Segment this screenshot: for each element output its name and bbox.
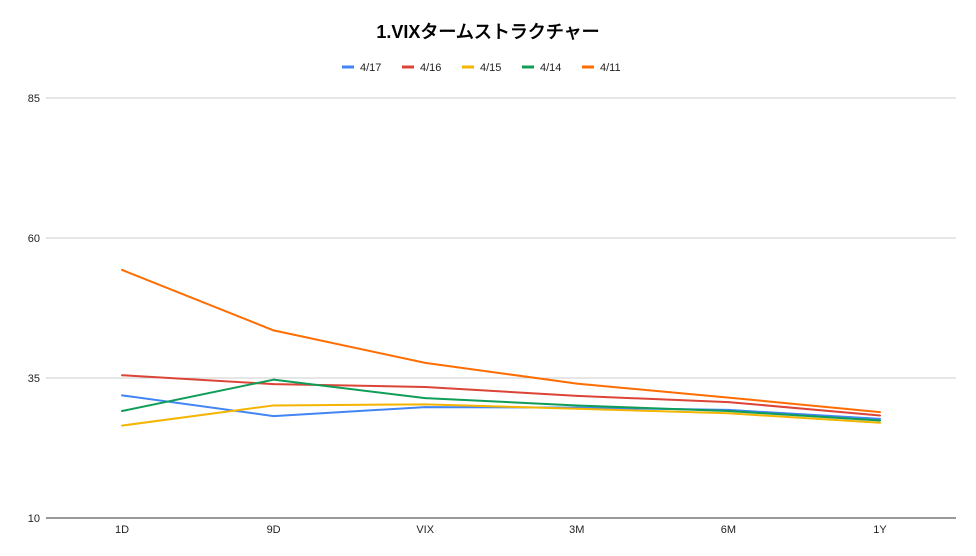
data-point (121, 268, 123, 271)
data-point (424, 361, 427, 364)
data-point (727, 401, 730, 404)
x-tick-label: 1D (115, 524, 129, 536)
y-tick-label: 85 (28, 93, 40, 105)
y-tick-label: 10 (28, 513, 40, 525)
data-point (575, 404, 578, 407)
legend-label: 4/17 (360, 62, 381, 74)
data-point (424, 406, 427, 409)
data-point (272, 404, 275, 407)
data-point (727, 396, 730, 399)
data-point (879, 411, 881, 414)
data-point (121, 424, 123, 427)
chart-title: 1.VIXタームストラクチャー (376, 22, 599, 42)
series-line-2 (121, 403, 881, 427)
data-point (879, 421, 881, 424)
data-point (727, 412, 730, 415)
data-point (879, 419, 881, 422)
data-point (575, 394, 578, 397)
data-point (879, 414, 881, 417)
x-axis-ticks: 1D 9D VIX 3M 6M 1Y (115, 524, 887, 536)
x-tick-label: 3M (569, 524, 584, 536)
legend: 4/17 4/16 4/15 4/14 4/11 (342, 62, 621, 74)
data-point (575, 382, 578, 385)
data-point (272, 415, 275, 418)
data-point (575, 407, 578, 410)
data-point (272, 378, 275, 381)
legend-label: 4/15 (480, 62, 501, 74)
x-tick-label: VIX (416, 524, 434, 536)
data-point (424, 403, 427, 406)
x-tick-label: 6M (721, 524, 736, 536)
legend-label: 4/16 (420, 62, 441, 74)
series-lines (121, 268, 881, 427)
data-point (727, 410, 730, 413)
data-point (121, 394, 123, 397)
y-axis-ticks: 10 35 60 85 (28, 93, 40, 525)
x-tick-label: 9D (267, 524, 281, 536)
data-point (424, 397, 427, 400)
data-point (424, 385, 427, 388)
x-tick-label: 1Y (873, 524, 887, 536)
gridlines (46, 97, 956, 519)
data-point (121, 410, 123, 413)
series-line-4 (121, 268, 881, 414)
legend-label: 4/14 (540, 62, 561, 74)
y-tick-label: 60 (28, 233, 40, 245)
data-point (121, 374, 123, 377)
data-point (272, 383, 275, 386)
series-line-1 (121, 374, 881, 417)
y-tick-label: 35 (28, 373, 40, 385)
series-line-3 (121, 378, 881, 422)
data-point (879, 417, 881, 420)
data-point (272, 329, 275, 332)
legend-label: 4/11 (600, 62, 621, 74)
